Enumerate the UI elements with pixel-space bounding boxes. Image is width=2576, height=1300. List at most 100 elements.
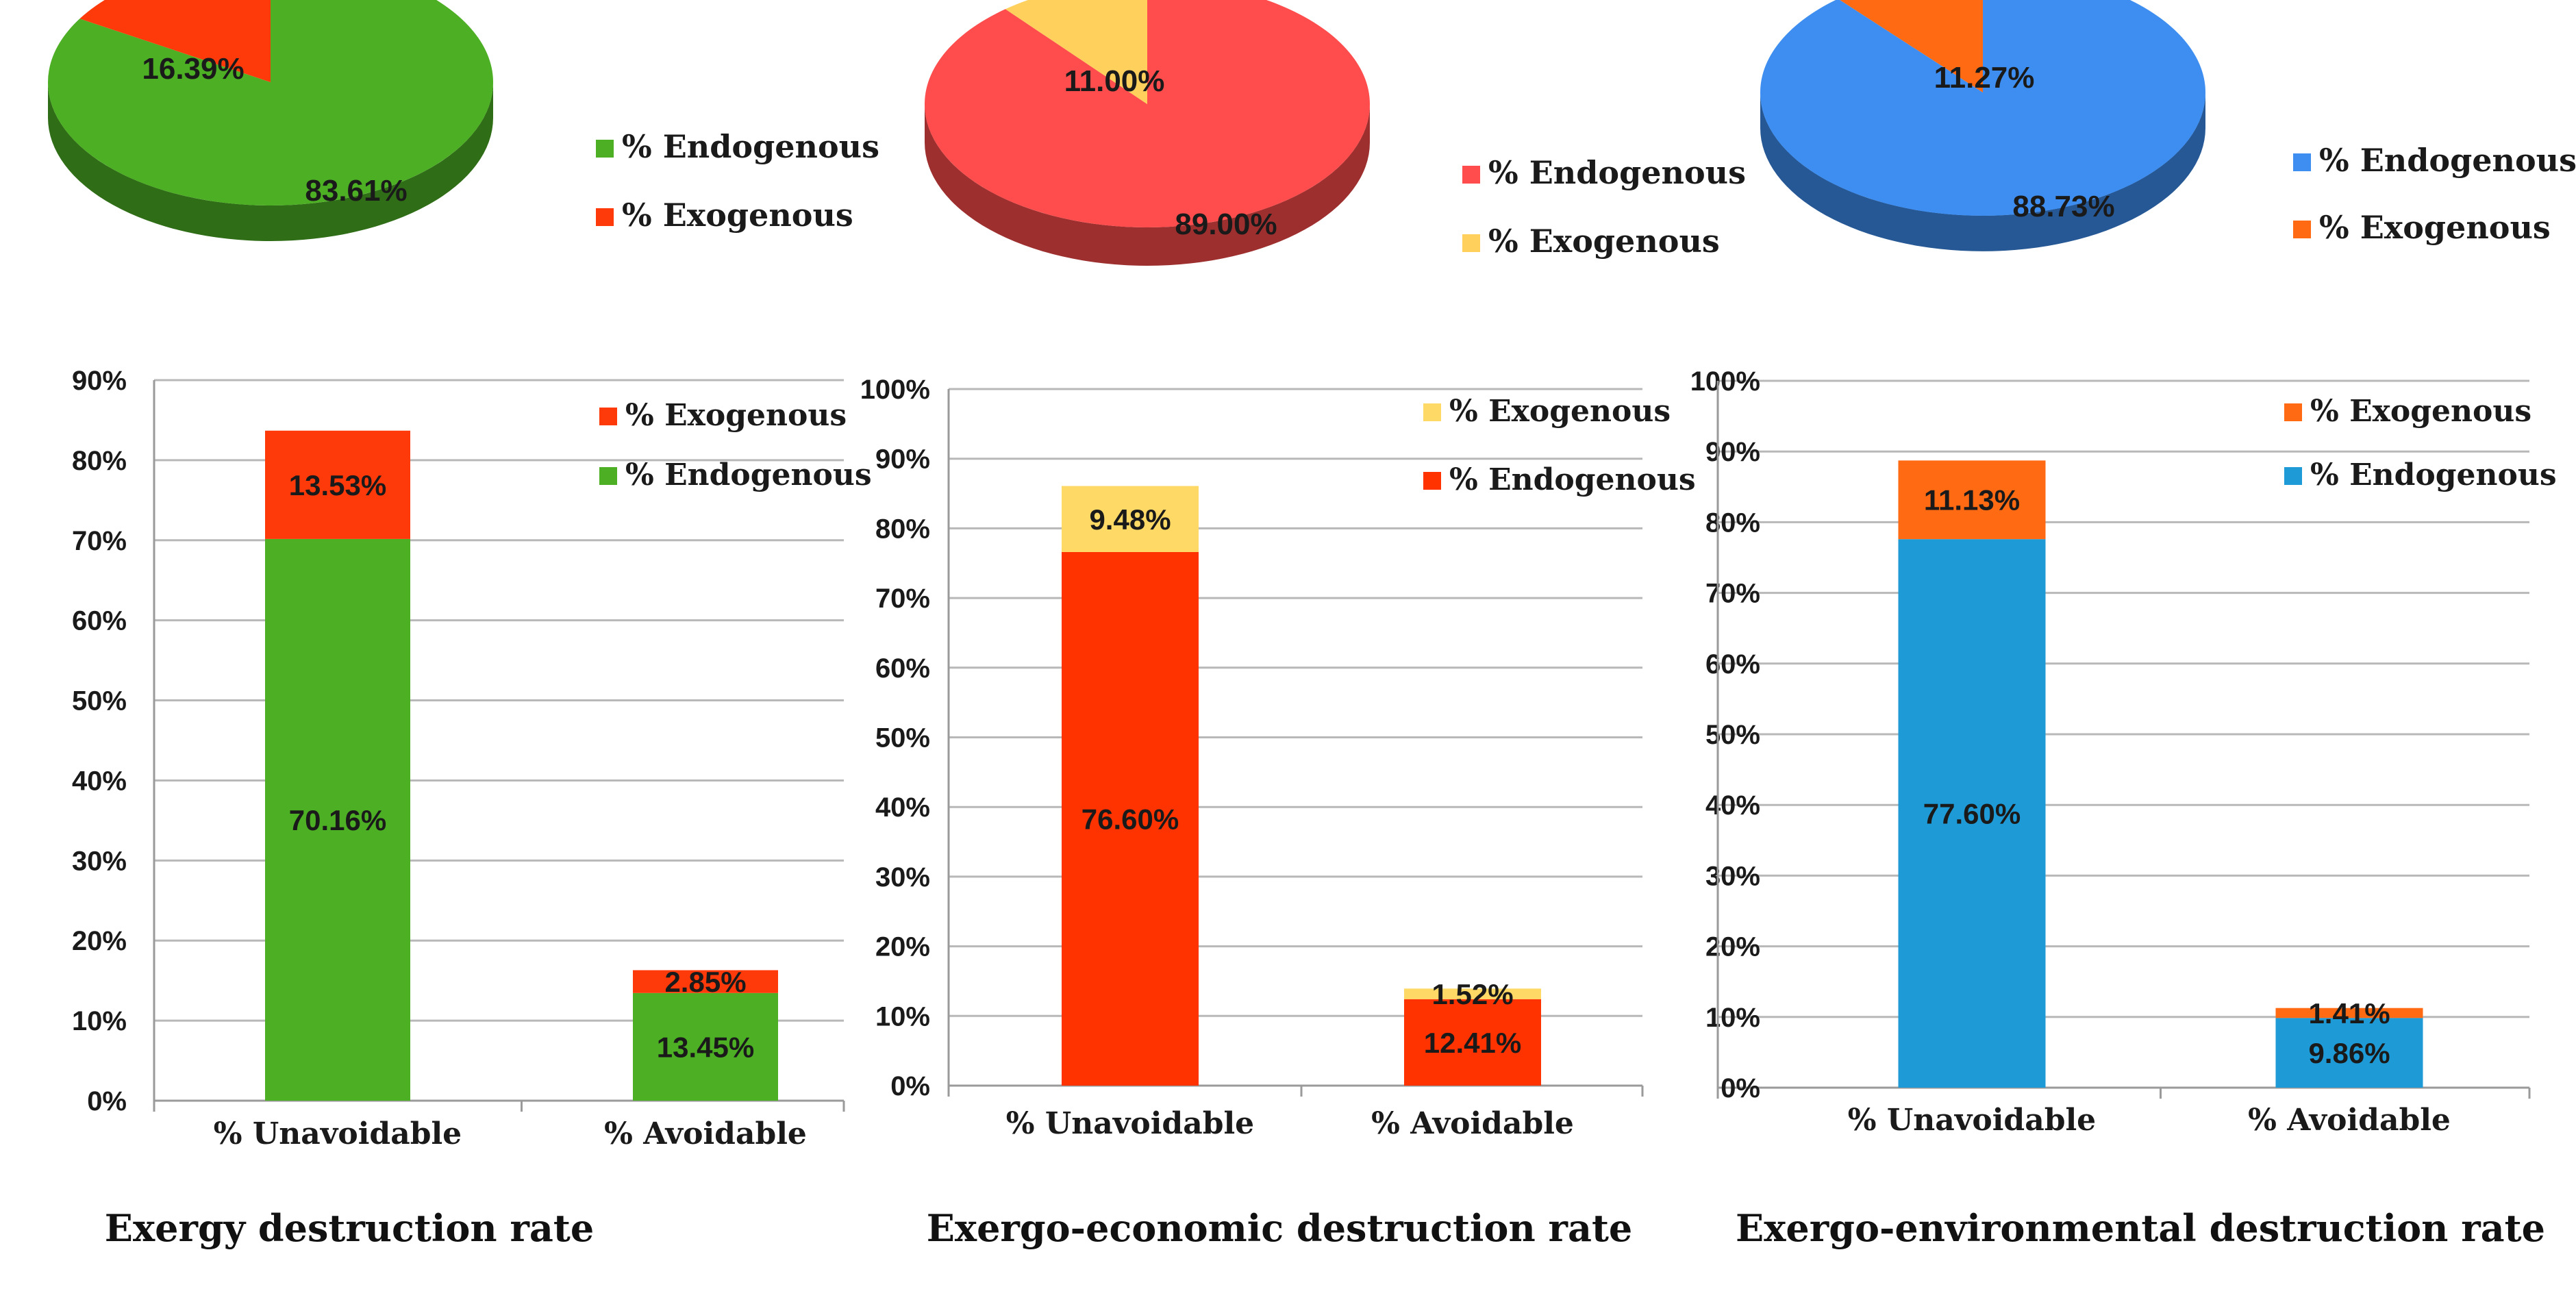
y-tick-label: 70%	[1705, 579, 1760, 609]
y-tick-label: 50%	[875, 723, 930, 753]
y-tick-label: 0%	[890, 1071, 930, 1101]
pie-label-endogenous: 83.61%	[305, 174, 407, 208]
y-tick-label: 60%	[1705, 649, 1760, 679]
legend-label: % Endogenous	[622, 128, 879, 165]
bar-segment-exogenous	[1062, 486, 1199, 552]
pie-label-exogenous: 11.00%	[1064, 64, 1165, 98]
y-tick-label: 10%	[875, 1001, 930, 1032]
bar-segment-exogenous	[265, 430, 410, 539]
bar-value-label: 76.60%	[1081, 803, 1179, 835]
y-tick-label: 10%	[1705, 1003, 1760, 1033]
bar-value-label: 1.52%	[1431, 978, 1513, 1010]
y-tick-label: 50%	[72, 686, 127, 716]
bar-segment-endogenous	[1062, 551, 1199, 1086]
bar-segment-endogenous	[2275, 1018, 2423, 1088]
bar-value-label: 2.85%	[664, 966, 746, 998]
x-category-label: % Avoidable	[604, 1116, 807, 1151]
bar-segment-exogenous	[2275, 1008, 2423, 1018]
legend-swatch	[599, 408, 617, 425]
y-tick-label: 10%	[72, 1006, 127, 1036]
pie-slice-endogenous	[925, 0, 1371, 227]
y-tick-label: 40%	[72, 766, 127, 796]
bar-chart-exergy: 0% 10% 20% 30% 40% 50% 60% 70% 80% 90% 70.16% 13.53…	[72, 366, 872, 1250]
bar-value-label: 9.48%	[1089, 503, 1171, 536]
bar-segment-endogenous	[633, 992, 778, 1101]
bar-segment-endogenous	[1404, 999, 1541, 1086]
bar-segment-exogenous	[633, 970, 778, 993]
x-category-label: % Avoidable	[2248, 1103, 2451, 1138]
y-tick-label: 60%	[875, 653, 930, 684]
y-tick-label: 80%	[72, 446, 127, 476]
y-tick-label: 90%	[875, 445, 930, 475]
legend-swatch	[1462, 166, 1480, 184]
legend-swatch	[1423, 403, 1441, 421]
y-tick-label: 30%	[1705, 861, 1760, 891]
pie-side-wall	[925, 104, 1370, 266]
bar-value-label: 77.60%	[1923, 798, 2021, 830]
y-tick-label: 20%	[72, 926, 127, 956]
legend-label: % Exogenous	[1488, 223, 1720, 260]
bar-chart-exergo-economic: 0% 10% 20% 30% 40% 50% 60% 70% 80% 90% 100% 76.60% 9…	[860, 375, 1696, 1250]
legend-label: % Endogenous	[1449, 462, 1696, 497]
pie-chart-exergo-economic: 89.00% 11.00% % Endogenous % Exogenous	[925, 0, 1746, 266]
y-tick-label: 70%	[875, 584, 930, 614]
bar-segment-endogenous	[265, 538, 410, 1101]
bar-value-label: 13.53%	[289, 469, 386, 501]
bar-segment-exogenous	[1898, 460, 2046, 540]
panel-title: Exergy destruction rate	[105, 1206, 594, 1250]
bar-value-label: 70.16%	[289, 804, 386, 836]
y-tick-label: 100%	[1690, 366, 1760, 397]
y-tick-label: 90%	[72, 366, 127, 396]
legend-label: % Endogenous	[625, 458, 872, 492]
y-tick-label: 90%	[1705, 437, 1760, 467]
legend-swatch	[596, 208, 614, 226]
legend-label: % Exogenous	[2310, 394, 2531, 429]
legend-swatch	[1462, 234, 1480, 252]
x-category-label: % Unavoidable	[214, 1116, 462, 1151]
y-tick-label: 100%	[860, 375, 930, 405]
panel-title: Exergo-economic destruction rate	[927, 1206, 1633, 1250]
legend-swatch	[1423, 472, 1441, 490]
y-tick-label: 0%	[1721, 1073, 1760, 1103]
bar-value-label: 12.41%	[1424, 1027, 1521, 1059]
y-tick-label: 30%	[72, 846, 127, 876]
panel-title: Exergo-environmental destruction rate	[1736, 1206, 2545, 1250]
bar-segment-exogenous	[1404, 988, 1541, 999]
pie-chart-exergo-environmental: 88.73% 11.27% % Endogenous % Exogenous	[1760, 0, 2576, 251]
bar-value-label: 1.41%	[2308, 997, 2390, 1029]
legend-label: % Exogenous	[622, 197, 853, 234]
legend-label: % Exogenous	[625, 398, 847, 433]
legend-label: % Endogenous	[2319, 142, 2576, 179]
legend-swatch	[2293, 221, 2311, 238]
x-category-label: % Unavoidable	[1006, 1106, 1254, 1141]
pie-label-exogenous: 16.39%	[142, 52, 244, 86]
legend-swatch	[596, 140, 614, 158]
pie-slice-exogenous	[1005, 0, 1147, 104]
legend-swatch	[2284, 403, 2302, 421]
y-tick-label: 50%	[1705, 720, 1760, 750]
pie-label-exogenous: 11.27%	[1934, 61, 2035, 95]
pie-slice-endogenous	[1760, 0, 2205, 216]
legend-swatch	[2293, 153, 2311, 171]
y-tick-label: 80%	[1705, 508, 1760, 538]
legend-label: % Endogenous	[1488, 154, 1746, 191]
y-tick-label: 20%	[875, 932, 930, 962]
legend-swatch	[2284, 467, 2302, 485]
y-tick-label: 70%	[72, 526, 127, 556]
pie-slice-exogenous	[1840, 0, 1983, 92]
pie-label-endogenous: 88.73%	[2012, 190, 2114, 223]
y-tick-label: 20%	[1705, 932, 1760, 962]
y-tick-label: 0%	[87, 1086, 127, 1116]
pie-chart-exergy: 83.61% 16.39% % Endogenous % Exogenous	[48, 0, 879, 241]
pie-side-wall	[48, 82, 493, 241]
bar-chart-exergo-environmental: 0% 10% 20% 30% 40% 50% 60% 70% 80% 90% 100% 77.60% 1…	[1690, 366, 2557, 1250]
bar-value-label: 13.45%	[657, 1031, 754, 1063]
y-tick-label: 40%	[875, 792, 930, 823]
pie-slice-endogenous	[48, 0, 493, 205]
legend-label: % Endogenous	[2310, 458, 2557, 492]
x-category-label: % Unavoidable	[1848, 1103, 2096, 1138]
pie-side-wall	[1760, 92, 2205, 251]
y-tick-label: 30%	[875, 862, 930, 892]
y-tick-label: 60%	[72, 606, 127, 636]
